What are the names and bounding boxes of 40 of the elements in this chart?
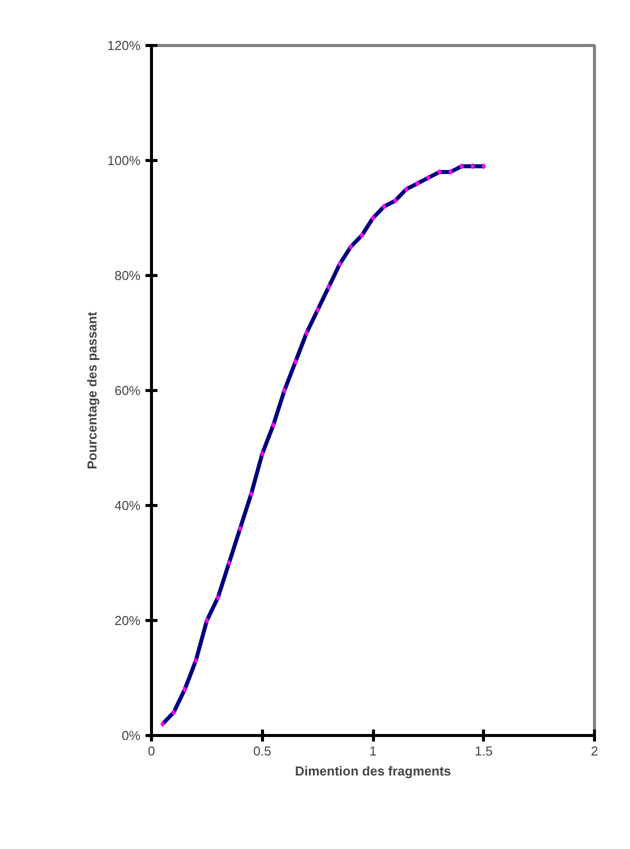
point — [282, 388, 287, 394]
point — [171, 710, 176, 716]
y-tick-label: 80% — [114, 268, 141, 283]
point — [459, 163, 464, 170]
x-tick-label: 1 — [369, 744, 377, 758]
x-tick-label: 1.5 — [474, 744, 493, 758]
x-tick-label: 0 — [148, 744, 156, 758]
point — [249, 491, 254, 497]
point — [216, 594, 220, 600]
y-tick-label: 120% — [107, 38, 141, 53]
point — [293, 358, 298, 365]
point — [315, 307, 320, 313]
point — [238, 526, 242, 532]
point — [204, 618, 210, 624]
y-tick-label: 60% — [114, 383, 141, 398]
y-tick-label: 40% — [114, 498, 141, 513]
line-series — [160, 164, 486, 726]
point — [382, 204, 386, 210]
point — [338, 261, 342, 267]
point — [426, 174, 431, 181]
point — [360, 232, 364, 238]
x-axis-title: Dimention des fragments — [294, 764, 452, 778]
point — [348, 244, 354, 250]
point — [326, 284, 331, 290]
point — [392, 198, 398, 204]
point — [182, 686, 187, 692]
point — [304, 330, 309, 336]
y-tick-label: 0% — [122, 728, 141, 743]
point — [271, 422, 276, 428]
y-axis-title: Pourcentage des passant — [84, 311, 100, 470]
point — [370, 215, 376, 221]
point — [448, 169, 453, 175]
x-tick-label: 0.5 — [253, 744, 272, 758]
point — [437, 169, 442, 175]
y-tick-label: 20% — [114, 613, 141, 628]
point — [415, 180, 420, 186]
point — [160, 721, 165, 727]
y-tick-label: 100% — [107, 153, 141, 168]
point — [226, 560, 232, 566]
x-tick-label: 2 — [590, 744, 598, 758]
